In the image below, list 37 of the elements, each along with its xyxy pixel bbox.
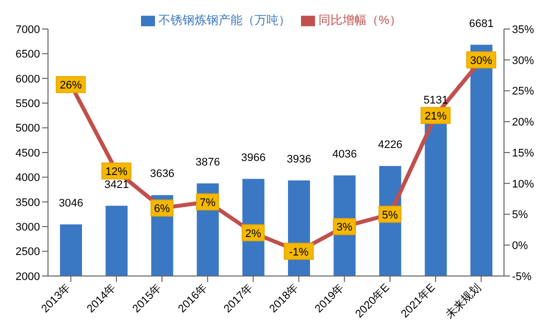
y-tick-label: 3000 xyxy=(16,222,40,234)
y-tick-label: 3500 xyxy=(16,196,40,209)
legend-label: 不锈钢炼钢产能（万吨） xyxy=(158,13,291,27)
data-label: 6681 xyxy=(469,18,494,30)
y2-tick-label: 15% xyxy=(512,147,534,160)
data-label: 4036 xyxy=(332,148,357,160)
data-label: 3966 xyxy=(241,152,266,164)
data-label: 4226 xyxy=(378,139,402,152)
data-label: 3421 xyxy=(104,178,129,191)
data-label: 3046 xyxy=(58,197,84,210)
y-tick-label: 5500 xyxy=(16,98,40,110)
y2-tick-label: 0% xyxy=(512,240,528,252)
data-label: 3936 xyxy=(286,153,312,166)
y-tick-label: 2500 xyxy=(16,246,40,258)
data-label: 3876 xyxy=(196,156,220,168)
legend-label: 同比增幅（%） xyxy=(318,13,402,27)
y2-tick-label: 35% xyxy=(512,24,534,36)
y-tick-label: 5000 xyxy=(16,122,40,135)
x-tick-label: 未来规划 xyxy=(443,280,484,322)
data-label: 5% xyxy=(382,209,398,222)
y-tick-label: 4500 xyxy=(16,147,40,160)
y-tick-label: 2000 xyxy=(16,270,40,283)
y2-tick-label: -5% xyxy=(512,270,532,283)
y2-tick-label: 20% xyxy=(512,116,534,129)
data-label: 2% xyxy=(245,228,262,240)
y2-tick-label: 5% xyxy=(512,209,528,222)
y2-tick-label: 10% xyxy=(512,178,534,190)
y-tick-label: 7000 xyxy=(16,24,40,36)
y-tick-label: 6500 xyxy=(16,48,40,61)
data-label: 7% xyxy=(200,196,216,209)
data-label: 3636 xyxy=(150,168,174,180)
y-tick-label: 4000 xyxy=(16,172,40,184)
y2-tick-label: 30% xyxy=(512,54,534,67)
data-label: 6% xyxy=(154,203,170,216)
y2-tick-label: 25% xyxy=(512,86,534,98)
y-tick-label: 6000 xyxy=(16,73,40,86)
data-label: 3% xyxy=(336,222,353,234)
